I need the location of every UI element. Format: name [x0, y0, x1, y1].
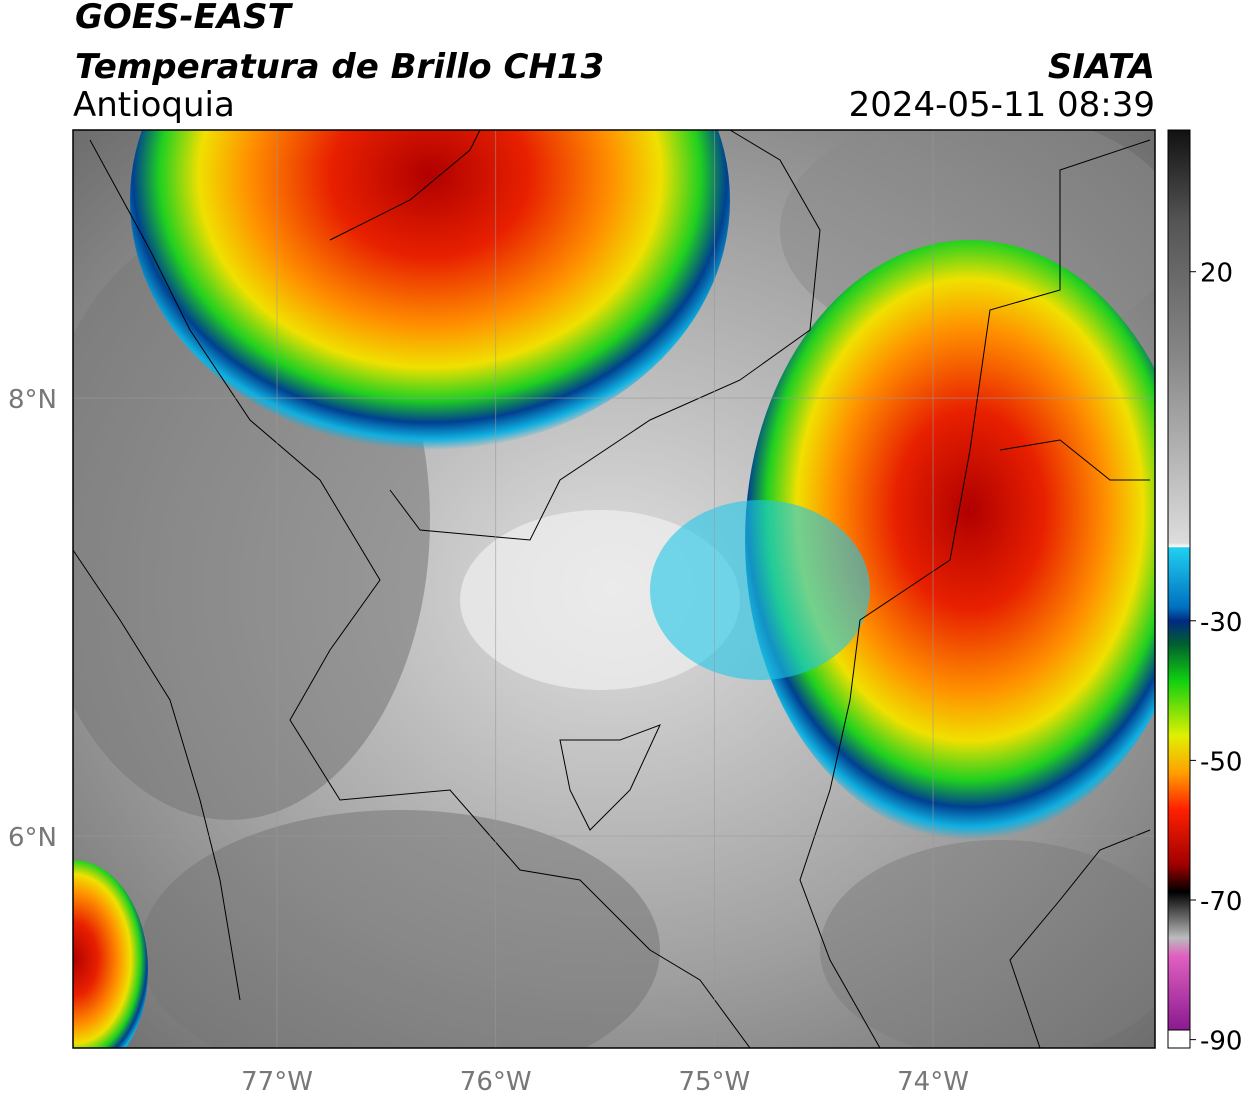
lat-label: 8°N: [8, 385, 57, 415]
borders: [73, 130, 1151, 1048]
subtitle: Temperatura de Brillo CH13: [75, 47, 604, 87]
colorbar-label: -70: [1200, 887, 1242, 917]
lon-label: 74°W: [897, 1067, 969, 1097]
colorbar-label: 20: [1200, 259, 1233, 289]
lon-label: 76°W: [460, 1067, 532, 1097]
map-frame: [72, 129, 1156, 1049]
lon-label: 77°W: [241, 1067, 313, 1097]
region: Antioquia: [73, 85, 235, 125]
source: SIATA: [1048, 47, 1155, 87]
satellite-image: [73, 130, 1155, 1048]
lat-label: 6°N: [8, 823, 57, 853]
colorbar-label: -50: [1200, 747, 1242, 777]
colorbar: [1167, 129, 1191, 1049]
colorbar-extend: [1167, 1029, 1191, 1049]
colorbar-label: -30: [1200, 608, 1242, 638]
datetime: 2024-05-11 08:39: [849, 85, 1155, 125]
lon-label: 75°W: [678, 1067, 750, 1097]
title: GOES-EAST: [75, 0, 294, 37]
colorbar-label: -90: [1200, 1027, 1242, 1057]
